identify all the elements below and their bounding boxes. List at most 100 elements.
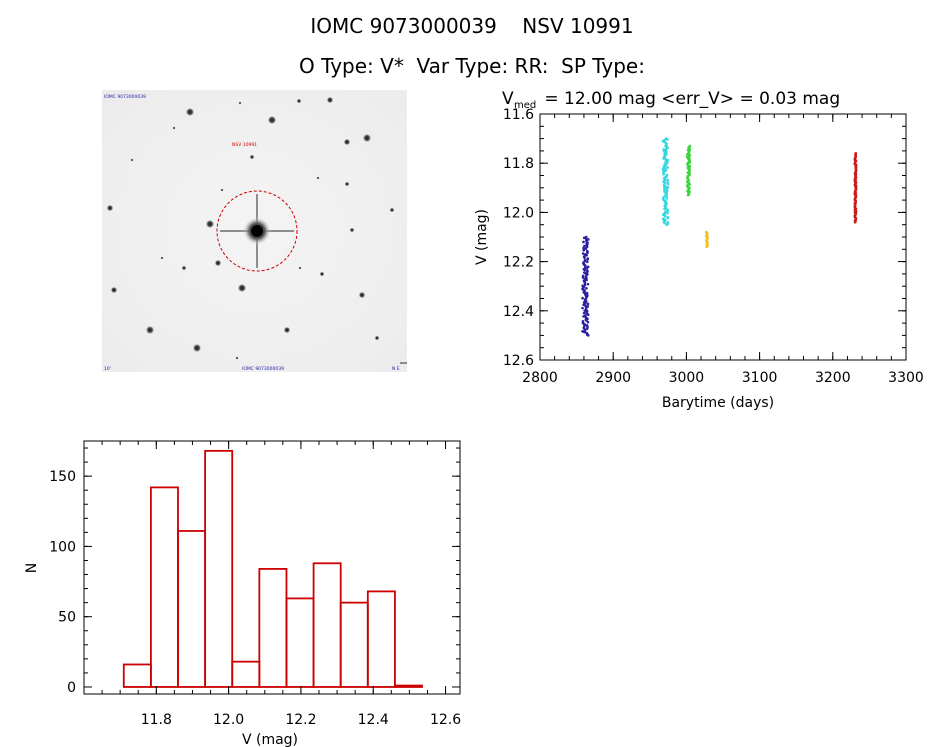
data-point (664, 191, 667, 194)
data-point (581, 284, 584, 288)
field-star (349, 227, 355, 233)
data-point (854, 189, 857, 193)
data-point (854, 166, 858, 169)
data-point (584, 247, 588, 250)
field-star (220, 188, 224, 192)
data-point (583, 262, 586, 266)
data-point (854, 216, 858, 220)
field-stars (106, 96, 395, 360)
data-point (585, 286, 588, 290)
data-point (585, 327, 589, 331)
data-point (665, 194, 668, 198)
data-point (854, 196, 858, 199)
data-point (582, 261, 585, 264)
data-point (664, 148, 668, 152)
data-point (662, 184, 666, 188)
data-point (583, 329, 587, 332)
data-point (687, 187, 690, 190)
data-point (688, 190, 691, 194)
chart-title-line2: O Type: V* Var Type: RR: SP Type: (299, 54, 645, 78)
data-point (586, 257, 590, 260)
data-point (586, 334, 590, 337)
data-point (663, 201, 667, 204)
data-point (688, 168, 691, 172)
data-point (581, 252, 585, 255)
data-point (687, 192, 691, 195)
data-point (581, 329, 584, 333)
data-point (582, 303, 585, 307)
finder-label-bottom-center: IOMC 9073000039 (242, 366, 284, 372)
histogram-bar (258, 568, 288, 688)
data-point (705, 230, 708, 234)
data-point (686, 176, 689, 179)
data-point (687, 160, 690, 164)
data-point (582, 262, 585, 265)
data-point (664, 206, 668, 210)
data-point (586, 269, 589, 273)
data-point (582, 248, 585, 252)
data-point (663, 219, 667, 222)
data-point (665, 174, 668, 178)
data-point (585, 312, 589, 316)
data-point (853, 180, 857, 183)
data-point (662, 196, 665, 199)
data-point (688, 154, 691, 158)
data-point (854, 212, 858, 216)
data-point (583, 254, 586, 258)
data-point (706, 236, 709, 240)
y-tick-label: 11.6 (503, 107, 534, 123)
data-point (582, 240, 585, 244)
data-point (666, 166, 669, 169)
data-point (686, 189, 689, 193)
data-point (581, 296, 584, 300)
data-point (705, 245, 709, 249)
data-point (686, 177, 690, 180)
data-point (687, 178, 690, 182)
data-point (662, 157, 665, 160)
data-point (663, 190, 666, 193)
data-point (705, 238, 708, 242)
data-point (662, 172, 665, 176)
data-point (854, 176, 858, 179)
data-point (581, 274, 585, 278)
field-star (267, 115, 277, 125)
data-point (853, 215, 857, 219)
data-point (854, 220, 857, 223)
data-point (853, 205, 857, 208)
data-point (585, 243, 589, 247)
data-point (854, 175, 857, 178)
data-point (854, 193, 858, 197)
data-point (854, 200, 857, 203)
data-point (665, 143, 668, 147)
data-point (582, 326, 586, 330)
data-point (705, 244, 709, 248)
finder-label-target: NSV 10991 (232, 142, 257, 148)
data-point (853, 203, 857, 207)
data-point (583, 282, 587, 285)
data-point (583, 281, 587, 284)
chart-title-line1: IOMC 9073000039 NSV 10991 (310, 14, 634, 38)
data-point (664, 177, 667, 181)
data-point (688, 148, 692, 151)
data-point (581, 286, 585, 289)
data-point (687, 182, 691, 185)
data-point (853, 208, 857, 212)
data-point (853, 219, 857, 222)
data-point (686, 193, 690, 197)
data-point (584, 305, 588, 309)
data-point (853, 177, 857, 181)
data-point (583, 277, 587, 281)
histogram-bar (366, 590, 396, 688)
data-point (585, 270, 589, 274)
data-point (662, 220, 666, 223)
data-point (584, 237, 588, 240)
data-point (854, 209, 857, 212)
data-point (666, 215, 670, 219)
data-point (853, 161, 857, 164)
data-point (665, 191, 669, 195)
field-star (344, 181, 350, 187)
data-point (586, 320, 590, 324)
data-point (584, 299, 587, 302)
data-point (584, 304, 587, 307)
field-star (343, 138, 351, 146)
